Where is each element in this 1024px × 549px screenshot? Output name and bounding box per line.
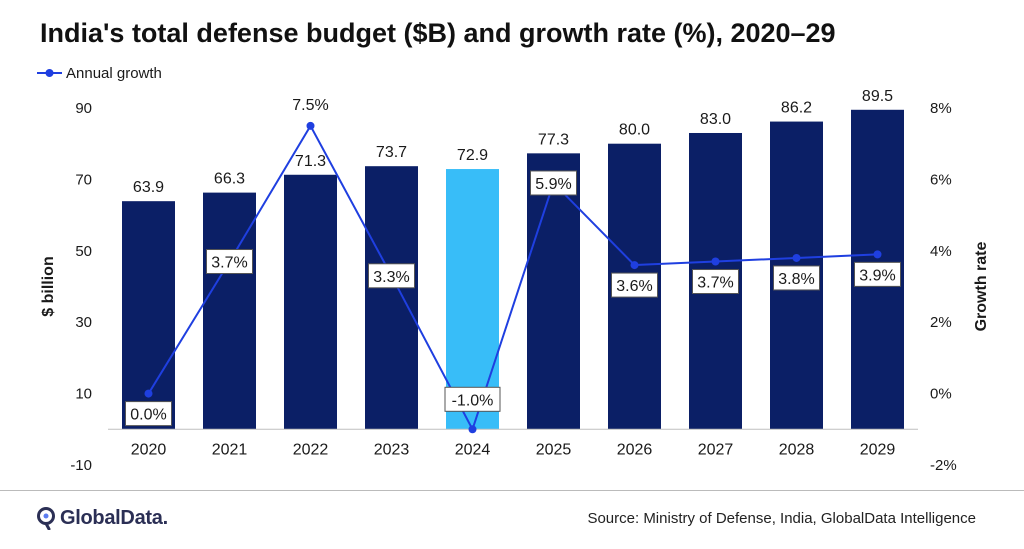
growth-label-box (611, 272, 658, 298)
growth-value-label: 3.7% (697, 275, 733, 292)
chart: -10 10 30 50 70 90 -2% 0% 2% 4% 6% 8% $ billion Growt… (37, 65, 990, 474)
growth-point (144, 389, 153, 398)
growth-label-box (773, 265, 820, 291)
y-right-tick-label: 6% (930, 171, 952, 188)
bar-2022 (284, 174, 337, 430)
bar-value-label: 86.2 (781, 100, 812, 117)
y-tick-label: 30 (75, 314, 92, 331)
growth-label-box (125, 401, 172, 427)
x-tick-label: 2024 (455, 441, 491, 458)
x-tick-label: 2021 (212, 441, 248, 458)
bar-value-label: 63.9 (133, 179, 164, 196)
x-tick-label: 2022 (293, 441, 329, 458)
growth-point (468, 425, 477, 434)
y-right-tick-label: 2% (930, 314, 952, 331)
growth-label-box (530, 170, 577, 196)
globaldata-logo-icon (37, 507, 55, 530)
x-tick-label: 2027 (698, 441, 734, 458)
source-note: Source: Ministry of Defense, India, Glob… (587, 510, 976, 527)
growth-label-box (368, 263, 415, 289)
bar-value-label: 72.9 (457, 147, 488, 164)
bar-2023 (365, 166, 418, 430)
growth-value-label: 3.9% (859, 267, 895, 284)
y-tick-label: 10 (75, 386, 92, 403)
y-right-axis-label: Growth rate (973, 242, 990, 332)
y-right-tick-label: 8% (930, 100, 952, 117)
growth-label-box (206, 249, 253, 275)
growth-value-label: 3.8% (778, 271, 814, 288)
x-tick-label: 2026 (617, 441, 653, 458)
growth-value-label: -1.0% (452, 392, 494, 409)
x-tick-label: 2029 (860, 441, 896, 458)
bar-value-label: 83.0 (700, 111, 731, 128)
y-tick-label: 50 (75, 243, 92, 260)
growth-point (711, 257, 720, 266)
y-right-tick-label: -2% (930, 457, 957, 474)
legend-label: Annual growth (66, 65, 162, 82)
x-tick-label: 2025 (536, 441, 572, 458)
globaldata-logo: GlobalData. (36, 506, 168, 530)
bar-value-label: 89.5 (862, 88, 893, 105)
growth-label-box (854, 261, 901, 287)
growth-label-box (692, 269, 739, 295)
growth-value-label: 7.5% (292, 97, 328, 114)
growth-point (306, 121, 315, 130)
x-tick-label: 2023 (374, 441, 410, 458)
growth-point (792, 253, 801, 262)
growth-value-label: 3.6% (616, 278, 652, 295)
growth-value-label: 3.7% (211, 255, 247, 272)
growth-value-label: 3.3% (373, 269, 409, 286)
bar-value-label: 71.3 (295, 153, 326, 170)
y-right-tick-label: 0% (930, 386, 952, 403)
logo-text: GlobalData. (60, 506, 168, 529)
y-right-tick-label: 4% (930, 243, 952, 260)
bar-value-label: 66.3 (214, 171, 245, 188)
x-tick-label: 2020 (131, 441, 167, 458)
growth-point (873, 250, 882, 259)
y-tick-label: 70 (75, 171, 92, 188)
bar-2021 (203, 192, 256, 430)
bar-value-label: 77.3 (538, 131, 569, 148)
bar-2025 (527, 153, 580, 430)
growth-value-label: 5.9% (535, 176, 571, 193)
bar-2024 (446, 169, 499, 430)
legend-marker (45, 69, 54, 77)
x-tick-label: 2028 (779, 441, 815, 458)
y-axis-label: $ billion (40, 256, 57, 316)
footer-divider (0, 490, 1024, 491)
bar-value-label: 80.0 (619, 122, 650, 139)
y-tick-label: -10 (70, 457, 92, 474)
y-tick-label: 90 (75, 100, 92, 117)
bar-value-label: 73.7 (376, 144, 407, 161)
growth-point (630, 261, 639, 270)
growth-value-label: 0.0% (130, 407, 166, 424)
chart-title: India's total defense budget ($B) and gr… (40, 18, 836, 48)
growth-line (147, 123, 878, 432)
growth-label-box (444, 386, 501, 412)
